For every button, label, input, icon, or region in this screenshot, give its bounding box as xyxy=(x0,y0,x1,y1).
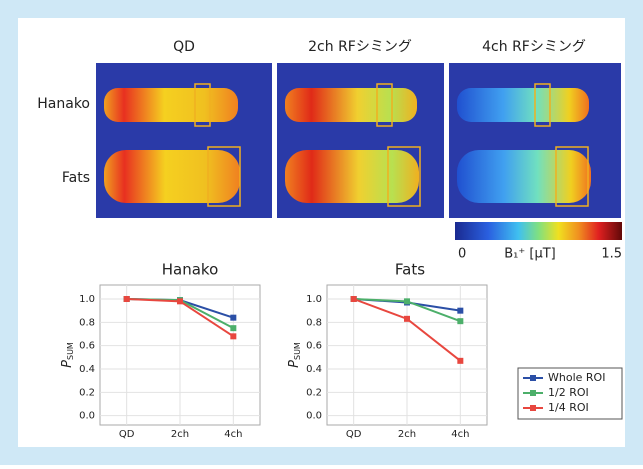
y-tick-label: 1.0 xyxy=(79,294,95,305)
column-title: 4ch RFシミング xyxy=(482,39,586,55)
column-title: 2ch RFシミング xyxy=(308,39,412,55)
map-blob xyxy=(285,88,417,122)
y-tick-label: 0.2 xyxy=(79,387,95,398)
marker xyxy=(457,358,463,364)
x-tick-label: 4ch xyxy=(451,429,469,440)
chart-title: Fats xyxy=(395,261,425,279)
colorbar-max: 1.5 xyxy=(601,247,622,262)
y-tick-label: 1.0 xyxy=(306,294,322,305)
colorbar-label: B₁⁺ [μT] xyxy=(504,247,555,262)
y-tick-label: 0.0 xyxy=(79,411,95,422)
marker xyxy=(351,296,357,302)
legend-label: 1/2 ROI xyxy=(548,386,589,399)
marker xyxy=(230,333,236,339)
colorbar xyxy=(455,222,622,240)
marker xyxy=(457,318,463,324)
x-tick-label: QD xyxy=(346,429,362,440)
legend-marker xyxy=(530,405,536,411)
y-tick-label: 0.4 xyxy=(79,364,95,375)
y-tick-label: 0.8 xyxy=(306,317,322,328)
y-axis-label-sub: SUM xyxy=(293,342,302,360)
y-tick-label: 0.6 xyxy=(79,341,95,352)
y-tick-label: 0.8 xyxy=(79,317,95,328)
x-tick-label: 4ch xyxy=(224,429,242,440)
legend-label: 1/4 ROI xyxy=(548,401,589,414)
y-tick-label: 0.0 xyxy=(306,411,322,422)
map-blob xyxy=(104,88,238,122)
marker xyxy=(177,298,183,304)
x-tick-label: 2ch xyxy=(171,429,189,440)
marker xyxy=(230,325,236,331)
column-title: QD xyxy=(173,39,195,55)
map-blob xyxy=(285,150,419,203)
marker xyxy=(404,298,410,304)
x-tick-label: 2ch xyxy=(398,429,416,440)
figure: QD 2ch RFシミング 4ch RFシミング Hanako Fats 0 B… xyxy=(0,0,643,465)
y-axis-label-main: P xyxy=(287,360,302,368)
y-tick-label: 0.2 xyxy=(306,387,322,398)
x-tick-label: QD xyxy=(119,429,135,440)
marker xyxy=(404,316,410,322)
row-label: Fats xyxy=(62,170,90,186)
marker xyxy=(457,308,463,314)
y-tick-label: 0.6 xyxy=(306,341,322,352)
colorbar-min: 0 xyxy=(458,247,466,262)
row-label: Hanako xyxy=(37,96,90,112)
legend-label: Whole ROI xyxy=(548,371,605,384)
y-tick-label: 0.4 xyxy=(306,364,322,375)
y-axis-label-sub: SUM xyxy=(66,342,75,360)
legend-marker xyxy=(530,375,536,381)
y-axis-label-main: P xyxy=(60,360,75,368)
legend-marker xyxy=(530,390,536,396)
map-blob xyxy=(457,150,591,203)
maps xyxy=(96,63,621,218)
map-blob xyxy=(104,150,240,203)
marker xyxy=(230,315,236,321)
marker xyxy=(124,296,130,302)
map-blob xyxy=(457,88,589,122)
chart-title: Hanako xyxy=(162,261,219,279)
